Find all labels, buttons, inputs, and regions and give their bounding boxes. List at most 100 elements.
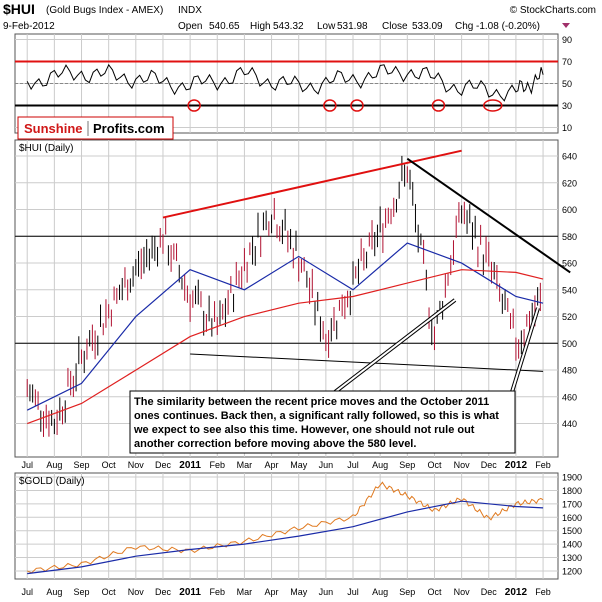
gold-x-tick-label: Jul (347, 587, 359, 597)
low-label: Low (317, 21, 336, 32)
gold-ma-line (27, 500, 544, 575)
gold-y-tick-label: 1400 (562, 540, 582, 550)
price-y-tick-label: 640 (562, 152, 577, 162)
logo-part2: Profits.com (93, 121, 165, 136)
price-x-tick-label: Oct (102, 460, 117, 470)
gold-line (27, 481, 544, 574)
gold-x-tick-label: Mar (237, 587, 253, 597)
gold-x-tick-label: Dec (155, 587, 172, 597)
close-value: 533.09 (412, 21, 443, 32)
gold-y-tick-label: 1800 (562, 486, 582, 496)
annotation-line-2: ones continues. Back then, a significant… (134, 410, 499, 422)
gold-x-tick-label: Feb (210, 587, 226, 597)
rsi-circle-mark (431, 99, 446, 112)
price-x-tick-label: Apr (265, 460, 279, 470)
price-x-tick-label: Feb (210, 460, 226, 470)
series-layer (15, 60, 571, 575)
rsi-y-tick-label: 50 (562, 79, 572, 89)
gold-x-tick-label: Oct (102, 587, 117, 597)
price-x-tick-label: Aug (46, 460, 62, 470)
gold-x-tick-label: Nov (454, 587, 471, 597)
gold-x-tick-label: 2012 (505, 587, 528, 598)
logo: Sunshine Profits.com (17, 116, 174, 140)
gold-x-tick-label: Oct (427, 587, 442, 597)
price-x-tick-label: Nov (128, 460, 145, 470)
gold-y-tick-label: 1200 (562, 566, 582, 576)
price-x-tick-label: Sep (74, 460, 90, 470)
price-trendline (406, 157, 571, 274)
price-x-tick-label: Mar (237, 460, 253, 470)
rsi-y-tick-label: 90 (562, 35, 572, 45)
price-y-tick-label: 440 (562, 419, 577, 429)
gold-x-tick-label: Sep (399, 587, 415, 597)
annotation-line-4: another correction before moving above t… (134, 438, 416, 450)
header-symbol: $HUI (3, 1, 35, 17)
price-trendline (190, 353, 544, 372)
ohlc-readout: Open 540.65 High 543.32 Low 531.98 Close… (178, 21, 540, 32)
logo-part1: Sunshine (24, 121, 83, 136)
gold-y-tick-label: 1500 (562, 526, 582, 536)
rsi-line (26, 63, 544, 102)
rsi-circle-mark (350, 99, 364, 112)
chg-label: Chg (455, 21, 473, 32)
price-x-tick-label: May (290, 460, 308, 470)
price-panel (14, 139, 559, 458)
gold-x-tick-label: Apr (265, 587, 279, 597)
annotation: The similarity between the recent price … (129, 390, 516, 454)
header-source: © StockCharts.com (510, 5, 596, 16)
header-name: (Gold Bugs Index - AMEX) (46, 5, 163, 16)
high-label: High (250, 21, 271, 32)
gold-x-tick-label: Sep (74, 587, 90, 597)
header-dropdown-icon[interactable] (562, 23, 570, 28)
price-x-tick-label: Sep (399, 460, 415, 470)
header-date: 9-Feb-2012 (3, 21, 55, 32)
rsi-y-tick-label: 30 (562, 101, 572, 111)
price-y-tick-label: 560 (562, 259, 577, 269)
price-x-tick-label: Feb (535, 460, 551, 470)
gold-y-tick-label: 1700 (562, 499, 582, 509)
rsi-circle-mark (323, 99, 337, 112)
price-x-tick-label: Jul (347, 460, 359, 470)
axis-layer: Jul Jul Aug Aug Sep Sep Oct Oct Nov Nov Dec Dec 2011… (21, 35, 582, 598)
price-x-tick-label: Oct (427, 460, 442, 470)
gold-panel (14, 472, 559, 580)
chg-value: -1.08 (-0.20%) (476, 21, 540, 32)
low-value: 531.98 (337, 21, 368, 32)
price-x-tick-label: Dec (481, 460, 498, 470)
gold-x-tick-label: 2011 (179, 587, 201, 598)
price-y-tick-label: 460 (562, 392, 577, 402)
price-y-tick-label: 500 (562, 339, 577, 349)
gold-x-tick-label: Aug (372, 587, 388, 597)
price-panel-title: $HUI (Daily) (19, 143, 73, 154)
gold-y-tick-label: 1600 (562, 513, 582, 523)
logo-frame (17, 116, 174, 140)
price-x-tick-label: Dec (155, 460, 172, 470)
annotation-line-1: The similarity between the recent price … (134, 396, 489, 408)
price-x-tick-label: Jun (319, 460, 334, 470)
rsi-y-tick-label: 10 (562, 123, 572, 133)
close-label: Close (382, 21, 408, 32)
gold-y-tick-label: 1900 (562, 473, 582, 483)
price-ma-slow-line (26, 269, 544, 425)
price-y-tick-label: 540 (562, 285, 577, 295)
price-y-tick-label: 520 (562, 312, 577, 322)
high-value: 543.32 (273, 21, 304, 32)
header-exchange: INDX (178, 5, 202, 16)
open-label: Open (178, 21, 202, 32)
price-x-tick-label: Aug (372, 460, 388, 470)
price-x-tick-label: Jul (21, 460, 33, 470)
open-value: 540.65 (209, 21, 240, 32)
price-y-tick-label: 480 (562, 366, 577, 376)
price-y-tick-label: 580 (562, 232, 577, 242)
annotation-pointer-recent-inner (511, 307, 539, 393)
gold-x-tick-label: Dec (481, 587, 498, 597)
rsi-circle-mark (483, 99, 503, 112)
price-ma-fast-line (26, 242, 544, 411)
price-y-tick-label: 600 (562, 205, 577, 215)
gold-x-tick-label: May (290, 587, 308, 597)
price-y-tick-label: 620 (562, 178, 577, 188)
gold-x-tick-label: Nov (128, 587, 145, 597)
gold-x-tick-label: Jul (21, 587, 33, 597)
price-x-tick-label: 2012 (505, 460, 528, 471)
